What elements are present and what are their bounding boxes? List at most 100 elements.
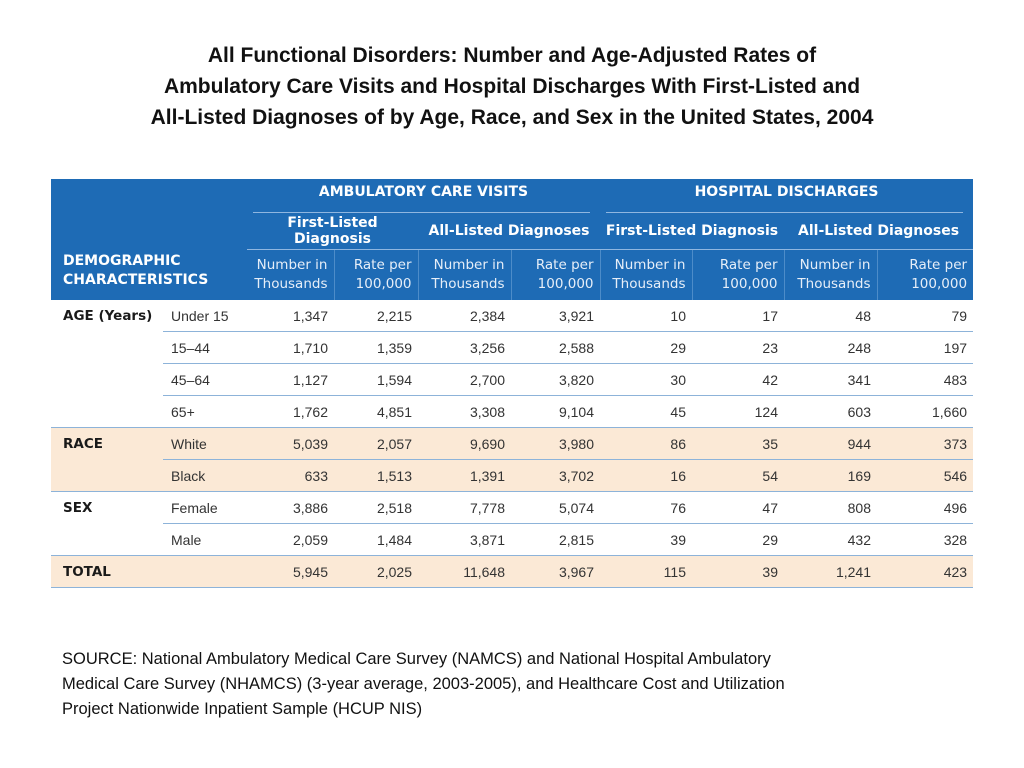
table-cell: 3,256 xyxy=(418,331,511,364)
column-header-rate: Rate per 100,000 xyxy=(333,249,418,300)
table-cell: 23 xyxy=(692,331,784,364)
table-cell: 9,690 xyxy=(418,427,511,460)
table-cell: 16 xyxy=(600,459,692,492)
table-cell: 1,127 xyxy=(247,363,334,396)
column-header-line: Rate per xyxy=(353,257,412,273)
column-header-line: Rate per xyxy=(909,257,968,273)
data-table-wrapper: DEMOGRAPHIC CHARACTERISTICS AMBULATORY C… xyxy=(51,179,974,588)
table-cell: 3,820 xyxy=(511,363,600,396)
table-cell: 633 xyxy=(247,459,334,492)
table-cell: 1,660 xyxy=(877,395,974,428)
group-header-label: HOSPITAL DISCHARGES xyxy=(694,184,879,200)
table-cell: 432 xyxy=(784,523,877,556)
table-cell: 808 xyxy=(784,491,877,524)
table-cell: 2,059 xyxy=(247,523,334,556)
table-cell: 79 xyxy=(877,300,974,332)
column-header-line: Thousands xyxy=(612,276,686,292)
table-row: Black 633 1,513 1,391 3,702 16 54 169 546 xyxy=(51,459,974,492)
title-line: Ambulatory Care Visits and Hospital Disc… xyxy=(163,75,861,98)
table-cell: 2,384 xyxy=(418,300,511,332)
table-cell: 29 xyxy=(692,523,784,556)
table-cell: 9,104 xyxy=(511,395,600,428)
subheader-label: All-Listed Diagnoses xyxy=(428,223,590,239)
column-header-line: 100,000 xyxy=(355,276,412,292)
column-header-line: Rate per xyxy=(535,257,594,273)
group-header-label: AMBULATORY CARE VISITS xyxy=(318,184,529,200)
table-cell: 1,594 xyxy=(334,363,418,396)
table-header: DEMOGRAPHIC CHARACTERISTICS AMBULATORY C… xyxy=(51,179,974,300)
row-category xyxy=(51,459,163,492)
table-cell: 10 xyxy=(600,300,692,332)
column-header-line: Rate per xyxy=(719,257,778,273)
table-cell: 2,215 xyxy=(334,300,418,332)
table-cell: 1,359 xyxy=(334,331,418,364)
source-line: Medical Care Survey (NHAMCS) (3-year ave… xyxy=(62,675,785,693)
column-header-line: Thousands xyxy=(797,276,871,292)
table-cell: 1,484 xyxy=(334,523,418,556)
table-cell: 2,518 xyxy=(334,491,418,524)
table-row: TOTAL 5,945 2,025 11,648 3,967 115 39 1,241 423 xyxy=(51,555,974,588)
table-cell: 30 xyxy=(600,363,692,396)
subheader-label: All-Listed Diagnoses xyxy=(798,223,960,239)
column-header-line: 100,000 xyxy=(537,276,594,292)
subheader-label: First-Listed Diagnosis xyxy=(605,223,779,239)
row-subcategory: Female xyxy=(163,491,247,524)
row-category: RACE xyxy=(51,427,163,460)
table-cell: 11,648 xyxy=(418,555,511,588)
row-subcategory: Black xyxy=(163,459,247,492)
table-cell: 76 xyxy=(600,491,692,524)
row-subcategory: White xyxy=(163,427,247,460)
table-cell: 5,945 xyxy=(247,555,334,588)
table-cell: 373 xyxy=(877,427,974,460)
table-cell: 3,967 xyxy=(511,555,600,588)
table-cell: 603 xyxy=(784,395,877,428)
source-note: SOURCE: National Ambulatory Medical Care… xyxy=(62,647,962,722)
column-header-number: Number in Thousands xyxy=(247,249,334,300)
subheader-all-listed: All-Listed Diagnoses xyxy=(784,213,974,250)
table-cell: 35 xyxy=(692,427,784,460)
row-subcategory: 45–64 xyxy=(163,363,247,396)
subheader-all-listed: All-Listed Diagnoses xyxy=(418,213,600,250)
table-cell: 2,700 xyxy=(418,363,511,396)
table-cell: 197 xyxy=(877,331,974,364)
table-cell: 546 xyxy=(877,459,974,492)
group-underline xyxy=(253,212,590,213)
table-cell: 54 xyxy=(692,459,784,492)
table-cell: 3,886 xyxy=(247,491,334,524)
column-header-line: Number in xyxy=(614,257,686,273)
table-cell: 248 xyxy=(784,331,877,364)
page-title: All Functional Disorders: Number and Age… xyxy=(40,40,984,133)
table-cell: 1,241 xyxy=(784,555,877,588)
column-header-rate: Rate per 100,000 xyxy=(510,249,600,300)
table-row: 45–64 1,127 1,594 2,700 3,820 30 42 341 483 xyxy=(51,363,974,396)
column-header-line: 100,000 xyxy=(911,276,968,292)
column-header-number: Number in Thousands xyxy=(417,249,511,300)
table-cell: 483 xyxy=(877,363,974,396)
table-cell: 944 xyxy=(784,427,877,460)
subheader-first-listed: First-Listed Diagnosis xyxy=(600,213,784,250)
table-row: 65+ 1,762 4,851 3,308 9,104 45 124 603 1,660 xyxy=(51,395,974,428)
row-subcategory xyxy=(163,555,247,588)
row-category xyxy=(51,364,163,396)
column-header-number: Number in Thousands xyxy=(783,249,877,300)
table-row: Male 2,059 1,484 3,871 2,815 39 29 432 328 xyxy=(51,523,974,556)
table-cell: 341 xyxy=(784,363,877,396)
table-cell: 2,588 xyxy=(511,331,600,364)
table-cell: 169 xyxy=(784,459,877,492)
table-cell: 39 xyxy=(600,523,692,556)
table-cell: 2,057 xyxy=(334,427,418,460)
table-cell: 17 xyxy=(692,300,784,332)
row-category xyxy=(51,332,163,364)
table-cell: 1,762 xyxy=(247,395,334,428)
data-table: DEMOGRAPHIC CHARACTERISTICS AMBULATORY C… xyxy=(51,179,974,588)
table-cell: 328 xyxy=(877,523,974,556)
table-cell: 423 xyxy=(877,555,974,588)
table-row: 15–44 1,710 1,359 3,256 2,588 29 23 248 197 xyxy=(51,331,974,364)
source-line: Project Nationwide Inpatient Sample (HCU… xyxy=(62,700,423,718)
demographic-header: DEMOGRAPHIC CHARACTERISTICS xyxy=(51,179,247,300)
title-line: All Functional Disorders: Number and Age… xyxy=(207,44,817,67)
row-category: TOTAL xyxy=(51,555,163,588)
column-header-line: Number in xyxy=(433,257,505,273)
table-cell: 496 xyxy=(877,491,974,524)
table-cell: 29 xyxy=(600,331,692,364)
